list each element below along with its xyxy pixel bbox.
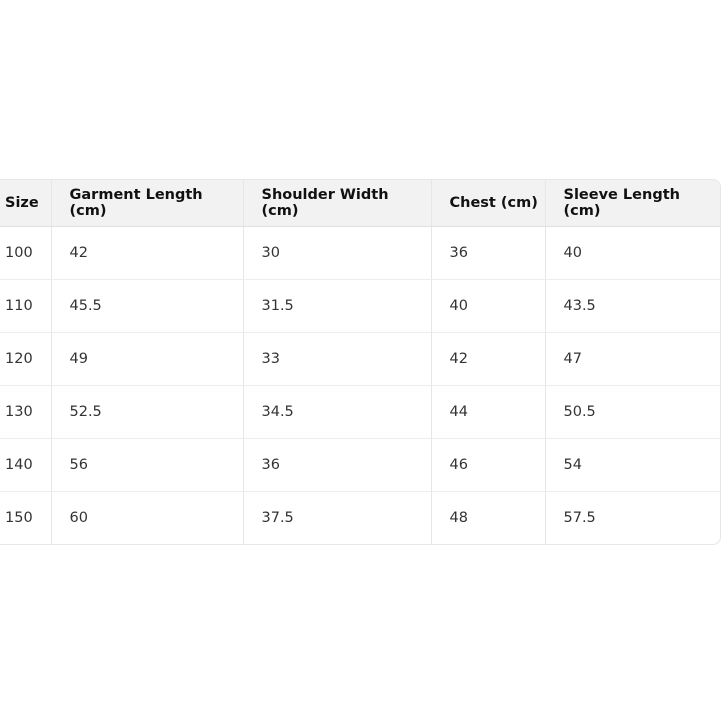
table-cell: 34.5 — [243, 385, 432, 439]
table-cell: 54 — [545, 438, 720, 492]
table-cell: 150 — [0, 491, 52, 544]
table-cell: 100 — [0, 226, 52, 280]
table-cell: 57.5 — [563, 510, 596, 526]
table-row: 120 49 33 42 47 — [0, 332, 720, 386]
column-header: Size — [0, 180, 52, 227]
header-row: Size Garment Length (cm) Shoulder Width (c… — [0, 180, 720, 227]
table-cell: 46 — [431, 438, 546, 492]
table-cell: 130 — [0, 385, 52, 439]
table-row: 110 45.5 31.5 40 43.5 — [0, 279, 720, 333]
table-cell: 49 — [51, 332, 244, 386]
table-row: 140 56 36 46 54 — [0, 438, 720, 492]
table-cell: 140 — [0, 438, 52, 492]
column-header: Shoulder Width (cm) — [243, 180, 432, 227]
table-cell: 30 — [243, 226, 432, 280]
table-cell: 48 — [431, 491, 546, 544]
table-cell: 44 — [431, 385, 546, 439]
table-cell: 43.5 — [545, 279, 720, 333]
table-cell: 40 — [431, 279, 546, 333]
column-header: Garment Length (cm) — [51, 180, 244, 227]
table-cell: 37.5 — [243, 491, 432, 544]
table-cell: 110 — [0, 279, 52, 333]
column-header: Sleeve Length (cm) — [545, 180, 720, 227]
table-row: 150 60 37.5 48 57.5 — [0, 491, 720, 544]
table-cell: 47 — [545, 332, 720, 386]
table-cell: 31.5 — [243, 279, 432, 333]
column-header: Chest (cm) — [431, 180, 546, 227]
table-cell: 52.5 — [51, 385, 244, 439]
table-cell: 36 — [243, 438, 432, 492]
table-cell: 40 — [545, 226, 720, 280]
table-cell: 36 — [431, 226, 546, 280]
size-chart-table-container: Size Garment Length (cm) Shoulder Width (c… — [0, 179, 721, 545]
table-cell: 50.5 — [545, 385, 720, 439]
table-row: 100 42 30 36 40 — [0, 226, 720, 280]
size-chart-table: Size Garment Length (cm) Shoulder Width (c… — [0, 180, 720, 544]
table-cell: 33 — [243, 332, 432, 386]
table-cell: 45.5 — [51, 279, 244, 333]
table-cell: 60 — [51, 491, 244, 544]
table-cell: 56 — [51, 438, 244, 492]
table-row: 130 52.5 34.5 44 50.5 — [0, 385, 720, 439]
table-cell: 42 — [431, 332, 546, 386]
table-cell: 42 — [51, 226, 244, 280]
table-cell: 120 — [0, 332, 52, 386]
